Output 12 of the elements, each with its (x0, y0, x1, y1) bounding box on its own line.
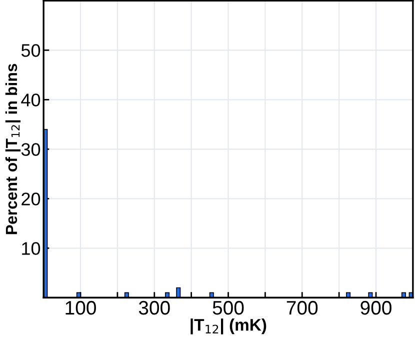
x-tick-label: 100 (66, 300, 96, 315)
y-tick-label: 50 (21, 44, 40, 57)
y-axis-title: Percent of |T$_{12}$| in bins (5, 64, 21, 234)
y-tick-label: 40 (21, 94, 40, 106)
x-tick-label: 700 (286, 300, 318, 315)
y-tick-label: 30 (21, 143, 40, 156)
x-tick-label: 900 (360, 300, 392, 315)
x-tick-label: 500 (212, 300, 244, 315)
y-tick-label: 20 (22, 192, 40, 206)
x-axis-title: |T$_{12}$| (mK) (190, 318, 266, 334)
x-tick-label: 300 (138, 300, 170, 315)
y-tick-label: 10 (22, 242, 40, 255)
